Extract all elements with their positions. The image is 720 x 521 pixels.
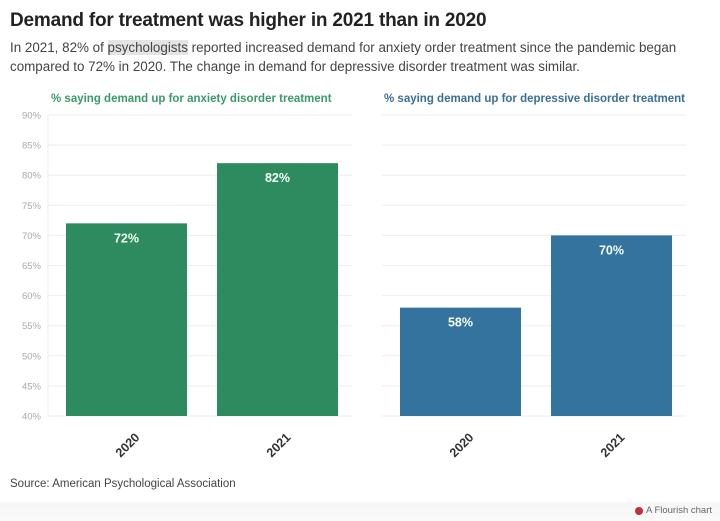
subtitle-text-start: In 2021, 82% of [10,40,108,55]
y-tick-label: 55% [22,321,42,332]
flourish-credit[interactable]: A Flourish chart [635,505,712,516]
y-tick-label: 85% [22,141,42,152]
y-tick-label: 40% [22,412,42,423]
bar-charts: 40% 45% 50% 55% 60% 65% 70% 75% 80% 85% 90% 72% 2020… [22,111,686,460]
y-tick-label: 60% [22,291,42,302]
x-tick-label: 2020 [113,430,143,460]
depressive-bar-2021[interactable] [551,235,672,416]
flourish-logo-icon [635,506,643,515]
x-tick-label: 2021 [598,430,628,460]
depressive-data-label: 70% [599,243,624,257]
source-note: Source: American Psychological Associati… [10,478,236,490]
y-tick-label: 45% [22,381,42,392]
flourish-credit-label: A Flourish chart [646,505,712,516]
x-tick-label: 2020 [447,430,477,460]
x-tick-label: 2021 [264,430,294,460]
chart-title: Demand for treatment was higher in 2021 … [10,10,487,31]
chart-subtitle: In 2021, 82% of psychologists reported i… [10,38,710,76]
depressive-panel-title: % saying demand up for depressive disord… [384,93,685,105]
y-tick-label: 65% [22,261,42,272]
y-tick-label: 90% [22,111,42,122]
subtitle-highlight: psychologists [107,40,188,55]
y-tick-label: 80% [22,171,42,182]
depressive-data-label: 58% [448,316,473,330]
anxiety-data-label: 72% [114,231,139,245]
y-tick-label: 75% [22,201,42,212]
anxiety-bar-2020[interactable] [66,223,187,416]
footer-bar: A Flourish chart [0,502,720,521]
anxiety-bar-2021[interactable] [217,163,338,416]
y-tick-label: 70% [22,231,42,242]
subtitle-text-end: reported increased demand for anxiety or… [10,40,677,74]
y-tick-label: 50% [22,351,42,362]
depressive-bar-2020[interactable] [400,307,521,416]
anxiety-panel-title: % saying demand up for anxiety disorder … [51,93,332,105]
anxiety-data-label: 82% [265,171,290,185]
